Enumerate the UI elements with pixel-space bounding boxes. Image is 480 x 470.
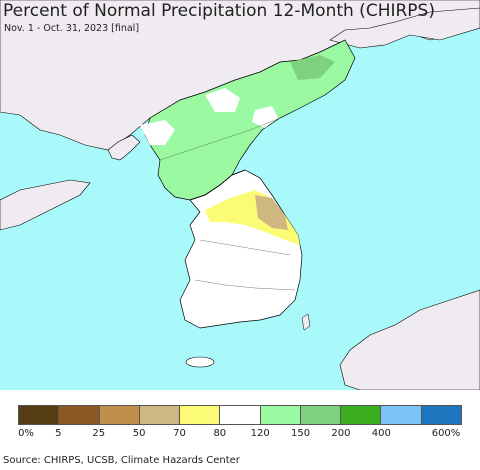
legend-swatch-8 — [341, 406, 382, 424]
legend-swatch-5 — [220, 406, 261, 424]
japan-landmass — [339, 289, 480, 390]
shandong-peninsula — [0, 179, 91, 231]
province-lines-2 — [194, 279, 296, 291]
russia-landmass — [329, 7, 480, 49]
legend-swatch-10 — [421, 406, 461, 424]
legend-tick-label: 70 — [173, 428, 186, 439]
legend-tick-label: 200 — [331, 428, 351, 439]
legend-tick-label: 50 — [132, 428, 146, 439]
legend-tick-label: 5 — [55, 428, 62, 439]
legend-swatch-3 — [139, 406, 181, 424]
map-subtitle: Nov. 1 - Oct. 31, 2023 [final] — [4, 23, 140, 34]
legend-swatch-7 — [300, 406, 342, 424]
legend-swatch-0 — [19, 406, 60, 424]
map-title: Percent of Normal Precipitation 12-Month… — [3, 1, 435, 21]
dmz-border — [189, 169, 246, 201]
legend-tick-label: 25 — [92, 428, 106, 439]
legend-colorbar — [18, 405, 462, 425]
north-korea — [144, 39, 356, 201]
legend-tick-label: 400 — [371, 428, 391, 439]
north-korea-normal-patch-1 — [140, 120, 175, 145]
south-korea-tan-zone — [255, 195, 288, 230]
province-lines — [199, 239, 291, 256]
legend-swatch-2 — [99, 406, 140, 424]
legend-swatch-9 — [381, 406, 422, 424]
north-korea-normal-patch-2 — [205, 88, 240, 112]
legend-tick-label: 0% — [18, 428, 34, 439]
south-korea-dry-zone — [205, 190, 300, 245]
jeju-island — [185, 356, 215, 368]
legend-tick-label: 600% — [431, 428, 461, 439]
liaodong-peninsula — [107, 134, 141, 161]
legend-tick-label: 80 — [213, 428, 227, 439]
province-lines-north — [159, 117, 281, 161]
legend-tick-label: 150 — [290, 428, 311, 439]
legend-swatch-1 — [59, 406, 100, 424]
legend-tick-label: 120 — [250, 428, 270, 439]
source-credit: Source: CHIRPS, UCSB, Climate Hazards Ce… — [3, 455, 240, 466]
tsushima-island — [301, 313, 311, 331]
legend-swatch-4 — [180, 406, 221, 424]
legend-swatch-6 — [260, 406, 301, 424]
north-korea-normal-patch-3 — [252, 106, 278, 128]
north-korea-darker-patch — [290, 55, 335, 80]
precipitation-map — [0, 0, 480, 390]
